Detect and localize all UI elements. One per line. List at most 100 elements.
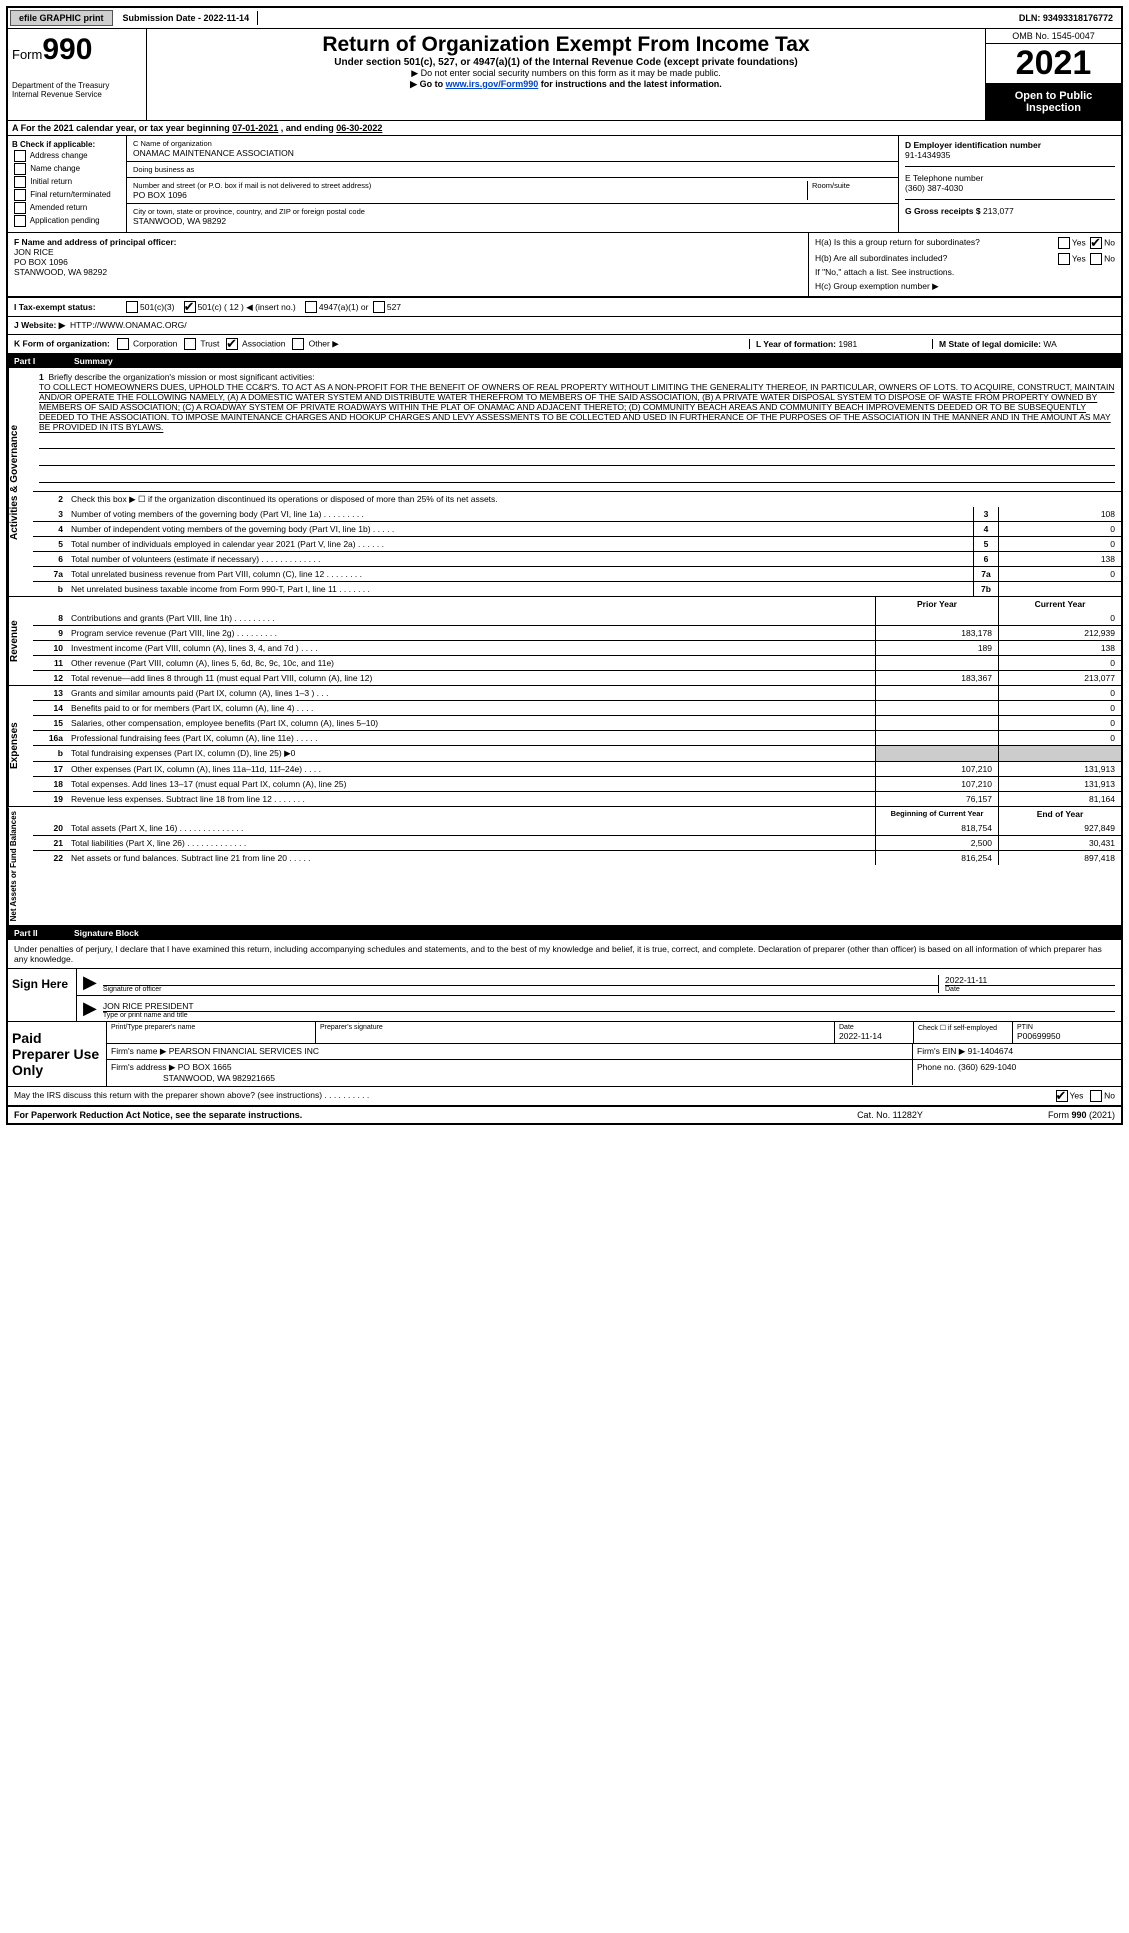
form-note-2: ▶ Go to www.irs.gov/Form990 for instruct…	[151, 79, 981, 90]
gross-value: 213,077	[983, 206, 1014, 216]
dept-treasury: Department of the Treasury Internal Reve…	[12, 81, 142, 99]
blank-line	[39, 470, 1115, 483]
col-prior-year: Prior Year	[875, 597, 998, 611]
line-15: 15Salaries, other compensation, employee…	[33, 715, 1121, 730]
m-label: M State of legal domicile:	[939, 339, 1043, 349]
footer-form: Form 990 (2021)	[965, 1110, 1115, 1120]
line-21: 21Total liabilities (Part X, line 26) . …	[33, 835, 1121, 850]
line-12: 12Total revenue—add lines 8 through 11 (…	[33, 670, 1121, 685]
firm-addr-label: Firm's address ▶	[111, 1062, 175, 1072]
note2-post: for instructions and the latest informat…	[538, 79, 722, 89]
header-right: OMB No. 1545-0047 2021 Open to Public In…	[985, 29, 1121, 120]
blank-line	[39, 453, 1115, 466]
efile-print-button[interactable]: efile GRAPHIC print	[10, 10, 113, 26]
form-title: Return of Organization Exempt From Incom…	[151, 33, 981, 57]
firm-phone-value: (360) 629-1040	[958, 1062, 1016, 1072]
ck-other[interactable]	[292, 338, 304, 350]
sign-here-label: Sign Here	[8, 969, 77, 1021]
prep-sig-label: Preparer's signature	[320, 1024, 830, 1031]
ha-label: H(a) Is this a group return for subordin…	[815, 237, 980, 249]
col-d-ein: D Employer identification number 91-1434…	[899, 136, 1121, 232]
hb-no-checkbox[interactable]	[1090, 253, 1102, 265]
i-label: I Tax-exempt status:	[14, 302, 124, 312]
gov-line-7a: 7aTotal unrelated business revenue from …	[33, 566, 1121, 581]
col-b-checkboxes: B Check if applicable: Address change Na…	[8, 136, 127, 232]
ck-address-change[interactable]: Address change	[12, 150, 122, 162]
arrow-icon: ▶	[83, 972, 97, 993]
col-begin-year: Beginning of Current Year	[875, 807, 998, 821]
ck-app-pending[interactable]: Application pending	[12, 215, 122, 227]
tax-year: 2021	[986, 44, 1121, 84]
ein-value: 91-1434935	[905, 150, 950, 160]
ck-501c[interactable]	[184, 301, 196, 313]
part1-exp: Expenses 13Grants and similar amounts pa…	[8, 686, 1121, 807]
ck-501c3[interactable]	[126, 301, 138, 313]
tax-year-end: 06-30-2022	[336, 123, 382, 133]
prep-date-label: Date	[839, 1024, 909, 1031]
discuss-no-checkbox[interactable]	[1090, 1090, 1102, 1102]
line-b: bTotal fundraising expenses (Part IX, co…	[33, 745, 1121, 761]
part1-header: Part I Summary	[8, 354, 1121, 368]
ck-assoc[interactable]	[226, 338, 238, 350]
line-11: 11Other revenue (Part VIII, column (A), …	[33, 655, 1121, 670]
ck-amended-return[interactable]: Amended return	[12, 202, 122, 214]
org-name-label: C Name of organization	[133, 139, 892, 148]
j-label: J Website: ▶	[14, 320, 65, 330]
gov-line-b: bNet unrelated business taxable income f…	[33, 581, 1121, 596]
firm-addr2: STANWOOD, WA 982921665	[163, 1073, 275, 1083]
vert-revenue: Revenue	[8, 597, 33, 685]
ha-yes-checkbox[interactable]	[1058, 237, 1070, 249]
submission-date-value: 2022-11-14	[204, 13, 250, 23]
ck-4947[interactable]	[305, 301, 317, 313]
footer-left: For Paperwork Reduction Act Notice, see …	[14, 1110, 815, 1120]
gov-line-4: 4Number of independent voting members of…	[33, 521, 1121, 536]
firm-ein-value: 91-1404674	[968, 1046, 1013, 1056]
line2-desc: Check this box ▶ ☐ if the organization d…	[67, 492, 1121, 507]
ck-corp[interactable]	[117, 338, 129, 350]
firm-name-label: Firm's name ▶	[111, 1046, 166, 1056]
col-b-title: B Check if applicable:	[12, 140, 95, 149]
discuss-yes-checkbox[interactable]	[1056, 1090, 1068, 1102]
ck-name-change[interactable]: Name change	[12, 163, 122, 175]
line-19: 19Revenue less expenses. Subtract line 1…	[33, 791, 1121, 806]
row-i-tax-exempt: I Tax-exempt status: 501(c)(3) 501(c) ( …	[8, 297, 1121, 317]
section-a-mid: , and ending	[278, 123, 336, 133]
ck-527[interactable]	[373, 301, 385, 313]
form-label: Form	[12, 47, 42, 62]
ein-label: D Employer identification number	[905, 140, 1041, 150]
paid-preparer: Paid Preparer Use Only Print/Type prepar…	[8, 1022, 1121, 1087]
line-2: 2 Check this box ▶ ☐ if the organization…	[33, 491, 1121, 507]
ck-trust[interactable]	[184, 338, 196, 350]
col-c-org-info: C Name of organization ONAMAC MAINTENANC…	[127, 136, 899, 232]
vert-governance: Activities & Governance	[8, 368, 33, 596]
prep-date-value: 2022-11-14	[839, 1031, 909, 1041]
city-label: City or town, state or province, country…	[133, 207, 892, 216]
ck-initial-return[interactable]: Initial return	[12, 176, 122, 188]
room-label: Room/suite	[812, 181, 892, 190]
ha-no-checkbox[interactable]	[1090, 237, 1102, 249]
ck-final-return[interactable]: Final return/terminated	[12, 189, 122, 201]
page-footer: For Paperwork Reduction Act Notice, see …	[8, 1106, 1121, 1123]
hb-note: If "No," attach a list. See instructions…	[815, 267, 1115, 277]
info-grid: B Check if applicable: Address change Na…	[8, 136, 1121, 233]
discuss-label: May the IRS discuss this return with the…	[14, 1090, 1054, 1102]
mission-text: TO COLLECT HOMEOWNERS DUES, UPHOLD THE C…	[39, 382, 1114, 432]
topbar: efile GRAPHIC print Submission Date - 20…	[8, 8, 1121, 29]
hb-yes-checkbox[interactable]	[1058, 253, 1070, 265]
row-f-h: F Name and address of principal officer:…	[8, 233, 1121, 297]
arrow-icon: ▶	[83, 998, 97, 1019]
dba-label: Doing business as	[133, 165, 892, 174]
ptin-label: PTIN	[1017, 1024, 1117, 1031]
line-10: 10Investment income (Part VIII, column (…	[33, 640, 1121, 655]
form-number: 990	[42, 33, 92, 66]
part1-rev: Revenue Prior Year Current Year 8Contrib…	[8, 597, 1121, 686]
line-18: 18Total expenses. Add lines 13–17 (must …	[33, 776, 1121, 791]
irs-link[interactable]: www.irs.gov/Form990	[446, 79, 539, 89]
part2-title: Signature Block	[74, 928, 139, 938]
form-container: efile GRAPHIC print Submission Date - 20…	[6, 6, 1123, 1125]
tax-year-begin: 07-01-2021	[232, 123, 278, 133]
sig-date-value: 2022-11-11	[945, 975, 1115, 985]
submission-date: Submission Date - 2022-11-14	[115, 11, 259, 25]
gov-line-5: 5Total number of individuals employed in…	[33, 536, 1121, 551]
dln-value: 93493318176772	[1043, 13, 1113, 23]
